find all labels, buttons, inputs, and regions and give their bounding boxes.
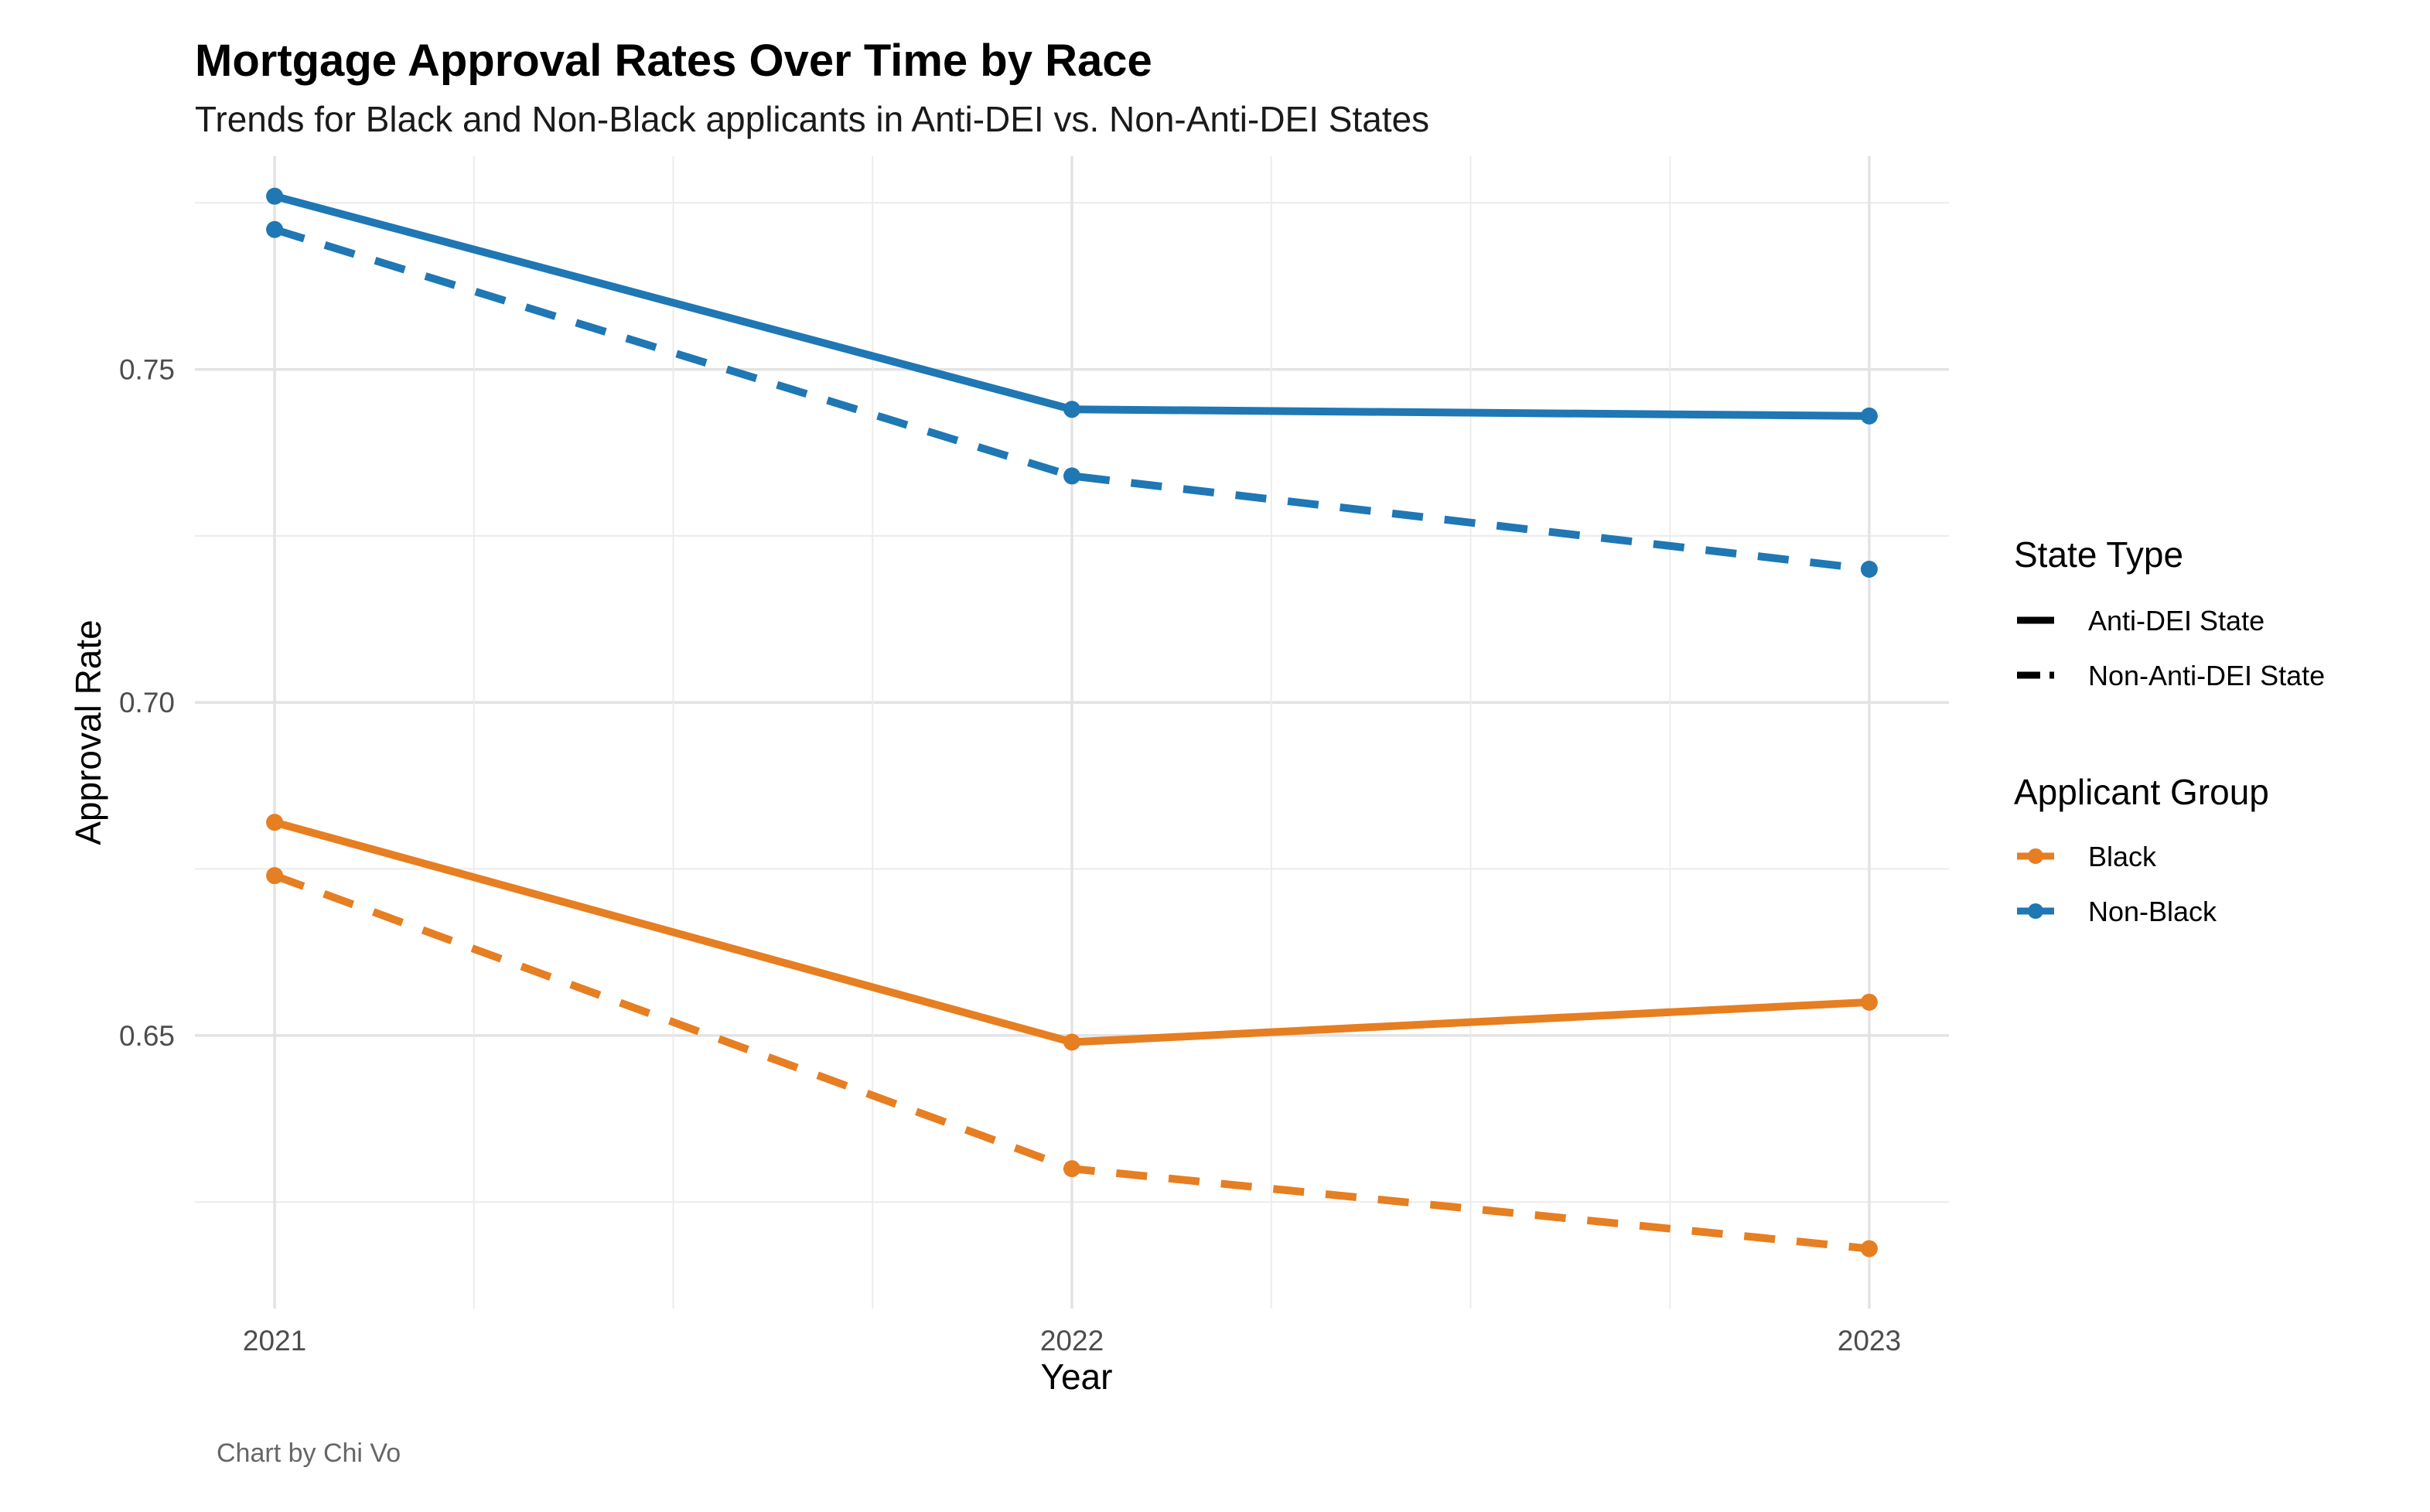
legend-black-point — [2028, 848, 2043, 864]
data-point — [1860, 1240, 1878, 1258]
legend-non-black-point — [2028, 903, 2043, 919]
series-black-dashed — [266, 867, 1878, 1258]
legend-state-type: State Type Anti-DEI State Non-Anti-DEI S… — [2014, 534, 2325, 691]
data-point — [266, 814, 284, 831]
data-point — [1860, 407, 1878, 425]
x-tick-label: 2023 — [1838, 1325, 1901, 1357]
x-axis-title: Year — [1041, 1357, 1113, 1397]
data-point — [266, 867, 284, 885]
y-tick-label: 0.70 — [119, 687, 175, 718]
x-tick-label: 2022 — [1040, 1325, 1104, 1357]
chart-caption: Chart by Chi Vo — [217, 1439, 401, 1468]
series-black-solid — [266, 814, 1878, 1051]
legend-anti-dei-label: Anti-DEI State — [2088, 605, 2264, 637]
grid — [195, 156, 1949, 1309]
legend-non-black-label: Non-Black — [2088, 896, 2217, 927]
y-axis-title: Approval Rate — [68, 619, 108, 845]
x-tick-label: 2021 — [243, 1325, 306, 1357]
y-tick-label: 0.75 — [119, 354, 175, 386]
data-point — [1063, 1033, 1080, 1051]
chart-title: Mortgage Approval Rates Over Time by Rac… — [195, 36, 1152, 86]
chart-subtitle: Trends for Black and Non-Black applicant… — [195, 99, 1429, 139]
legend-non-anti-dei-label: Non-Anti-DEI State — [2088, 660, 2325, 691]
data-point — [1063, 401, 1080, 418]
series-line — [273, 225, 1870, 573]
y-tick-label: 0.65 — [119, 1020, 175, 1052]
data-point — [1063, 1160, 1080, 1178]
x-tick-labels: 2021 2022 2023 — [243, 1325, 1901, 1357]
data-point — [266, 220, 284, 238]
legend-state-type-title: State Type — [2014, 534, 2183, 575]
data-point — [1860, 560, 1878, 578]
data-point — [266, 187, 284, 205]
legend-applicant-group-title: Applicant Group — [2014, 772, 2269, 812]
series-non-black-solid — [266, 187, 1878, 425]
legend-black-label: Black — [2088, 841, 2157, 872]
data-point — [1063, 467, 1080, 485]
legend-applicant-group: Applicant Group Black Non-Black — [2014, 772, 2269, 927]
y-tick-labels: 0.65 0.70 0.75 — [119, 354, 175, 1052]
series-non-black-dashed — [266, 220, 1878, 578]
data-point — [1860, 993, 1878, 1011]
series-layer — [266, 187, 1878, 1258]
